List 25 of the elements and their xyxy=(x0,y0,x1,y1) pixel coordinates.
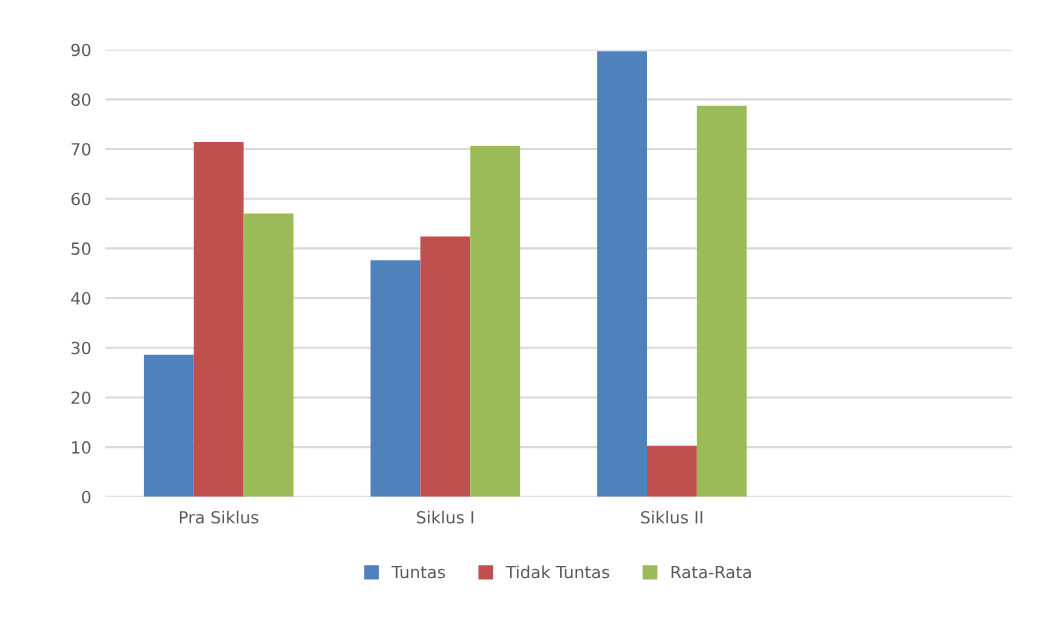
legend-label: Rata-Rata xyxy=(671,565,751,579)
bar xyxy=(597,51,647,497)
y-tick-label: 50 xyxy=(71,242,91,255)
bar xyxy=(470,146,521,497)
x-tick-label: Siklus I xyxy=(416,510,474,524)
bar xyxy=(370,260,421,497)
y-tick-label: 30 xyxy=(71,341,91,355)
bar xyxy=(647,445,697,497)
bar xyxy=(143,354,194,497)
y-tick-label: 40 xyxy=(71,292,91,305)
y-tick-label: 70 xyxy=(71,143,91,156)
y-tick-label: 80 xyxy=(71,93,91,106)
y-tick-label: 20 xyxy=(71,391,91,405)
x-tick-label: Siklus II xyxy=(641,510,703,524)
y-tick-label: 0 xyxy=(82,490,91,504)
bar xyxy=(696,105,747,497)
bar xyxy=(243,213,294,497)
legend-label: Tidak Tuntas xyxy=(505,565,610,579)
bar xyxy=(193,142,244,497)
legend-label: Tuntas xyxy=(391,565,445,579)
y-tick-label: 90 xyxy=(71,43,91,57)
bar xyxy=(420,236,471,497)
y-tick-label: 60 xyxy=(71,192,91,206)
x-tick-label: Pra Siklus xyxy=(179,510,259,524)
y-tick-label: 10 xyxy=(72,441,91,454)
